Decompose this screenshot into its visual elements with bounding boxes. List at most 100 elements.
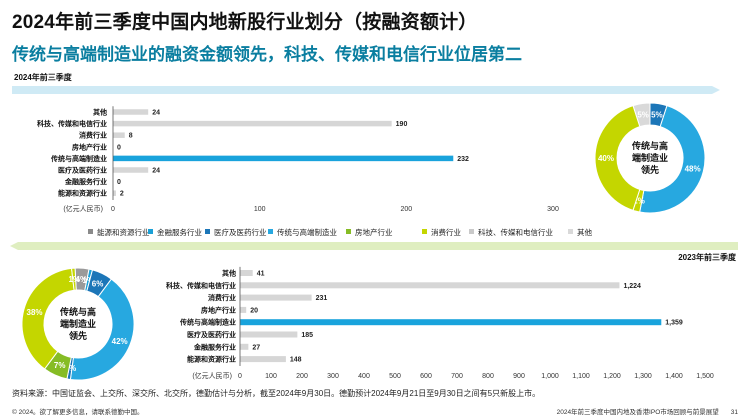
- bar-value-label: 232: [457, 156, 469, 163]
- legend-item-label: 消费行业: [431, 227, 461, 237]
- bar-category-label: 医疗及医药行业: [58, 165, 107, 174]
- bar-value-label: 1,224: [623, 283, 641, 290]
- legend-item-label: 传统与高端制造业: [277, 227, 337, 237]
- legend-swatch: [205, 229, 210, 234]
- bar: [113, 120, 392, 127]
- bar-value-label: 1,359: [665, 320, 683, 327]
- bar-category-label: 医疗及医药行业: [187, 330, 236, 339]
- donut-slice: [71, 267, 77, 291]
- bar-category-label: 能源和资源行业: [187, 355, 236, 364]
- donut-slice-label: 42%: [112, 337, 128, 346]
- donut-center-label: 领先: [641, 164, 659, 175]
- x-tick-label: 1,500: [696, 373, 714, 380]
- x-tick-label: 200: [296, 373, 308, 380]
- arrow-right-icon: [12, 86, 720, 94]
- bar-category-label: 传统与高端制造业: [179, 318, 236, 327]
- bar-category-label: 传统与高端制造业: [50, 154, 107, 163]
- bar-value-label: 20: [250, 307, 258, 314]
- x-axis-unit-label: (亿元人民币): [192, 371, 232, 380]
- bar-value-label: 148: [290, 357, 302, 364]
- footer-title: 2024年前三季度中国内地及香港IPO市场回顾与前景展望: [556, 409, 719, 416]
- donut-slice: [69, 278, 135, 381]
- legend-item-label: 科技、传媒和电信行业: [478, 227, 553, 237]
- bar-value-label: 185: [301, 332, 313, 339]
- x-tick-label: 1,300: [634, 373, 652, 380]
- legend-item-label: 能源和资源行业: [97, 227, 150, 237]
- x-tick-label: 900: [513, 373, 525, 380]
- page-number: 31: [730, 409, 738, 416]
- x-axis-unit-label: (亿元人民币): [63, 204, 103, 213]
- x-tick-label: 700: [451, 373, 463, 380]
- donut-center-label: 端制造业: [632, 152, 668, 163]
- bar-value-label: 190: [396, 121, 408, 128]
- bar: [240, 294, 312, 301]
- bar-chart-2024: 其他 24 科技、传媒和电信行业 190 消费行业 8 房地产行业 0 传统与高端制造业 232 医…: [37, 106, 559, 213]
- bar-value-label: 0: [117, 179, 121, 186]
- donut-slice-label: 38%: [27, 308, 43, 317]
- bar: [240, 270, 253, 276]
- legend-swatch: [422, 229, 427, 234]
- legend-item-label: 其他: [577, 227, 592, 237]
- bar-value-label: 2: [120, 191, 124, 198]
- bar-chart-2023: 其他 41 科技、传媒和电信行业 1,224 消费行业 231 房地产行业 20 传统与高端制造…: [166, 266, 714, 380]
- page-title: 2024年前三季度中国内地新股行业划分（按融资额计）: [12, 12, 478, 33]
- donut-slice: [639, 105, 706, 214]
- bar-value-label: 231: [316, 295, 328, 302]
- x-tick-label: 0: [238, 373, 242, 380]
- bar-category-label: 科技、传媒和电信行业: [166, 281, 236, 290]
- bar: [240, 306, 247, 313]
- donut-slice-label: 5%: [651, 110, 663, 119]
- legend-swatch: [469, 229, 474, 234]
- x-tick-label: 800: [482, 373, 494, 380]
- bar-category-label: 金融服务行业: [64, 177, 107, 186]
- x-tick-label: 1,200: [603, 373, 621, 380]
- donut-slice: [594, 105, 641, 211]
- legend-item-label: 医疗及医药行业: [214, 227, 267, 237]
- bar-value-label: 0: [117, 144, 121, 151]
- bar: [113, 167, 149, 173]
- footer: © 2024。欲了解更多信息，请联系德勤中国。 2024年前三季度中国内地及香港…: [0, 405, 750, 417]
- legend-swatch: [148, 229, 153, 234]
- arrow-left-icon: [10, 242, 738, 250]
- bar-value-label: 8: [129, 133, 133, 140]
- bar: [113, 132, 125, 138]
- donut-slice-label: 5%: [637, 110, 649, 119]
- bar-category-label: 房地产行业: [201, 305, 236, 314]
- donut-slice: [21, 267, 75, 370]
- x-tick-label: 1,100: [572, 373, 590, 380]
- x-tick-label: 300: [327, 373, 339, 380]
- bar: [113, 155, 454, 162]
- bar: [240, 282, 620, 289]
- donut-slice-label: 48%: [685, 165, 701, 174]
- donut-slice-label: 6%: [92, 279, 104, 288]
- legend-swatch: [268, 229, 273, 234]
- donut-center-label: 端制造业: [60, 318, 96, 329]
- x-tick-label: 0: [111, 206, 115, 213]
- donut-slice-label: 4%: [76, 275, 88, 284]
- bar-category-label: 房地产行业: [72, 142, 107, 151]
- x-tick-label: 100: [254, 206, 266, 213]
- donut-center-label: 传统与高: [631, 140, 668, 151]
- x-tick-label: 1,400: [665, 373, 683, 380]
- donut-slice-label: 1%: [82, 276, 94, 285]
- bar: [113, 109, 149, 115]
- bar-value-label: 27: [252, 344, 260, 351]
- bar: [113, 190, 116, 196]
- donut-slice-label: 1%: [65, 364, 77, 373]
- x-tick-label: 1,000: [541, 373, 559, 380]
- x-tick-label: 500: [389, 373, 401, 380]
- bar-category-label: 其他: [222, 268, 236, 277]
- legend-item-label: 房地产行业: [355, 227, 393, 237]
- bar-category-label: 金融服务行业: [193, 342, 236, 351]
- bar: [240, 331, 298, 338]
- bar-category-label: 消费行业: [79, 131, 107, 140]
- source-note: 资料来源：中国证监会、上交所、深交所、北交所，德勤估计与分析，截至2024年9月…: [12, 389, 541, 398]
- legend-item-label: 金融服务行业: [157, 227, 202, 237]
- donut-center-label: 传统与高: [59, 306, 96, 317]
- x-tick-label: 200: [400, 206, 412, 213]
- donut-center-label: 领先: [69, 330, 87, 341]
- donut-slice-label: 40%: [598, 154, 614, 163]
- x-tick-label: 400: [358, 373, 370, 380]
